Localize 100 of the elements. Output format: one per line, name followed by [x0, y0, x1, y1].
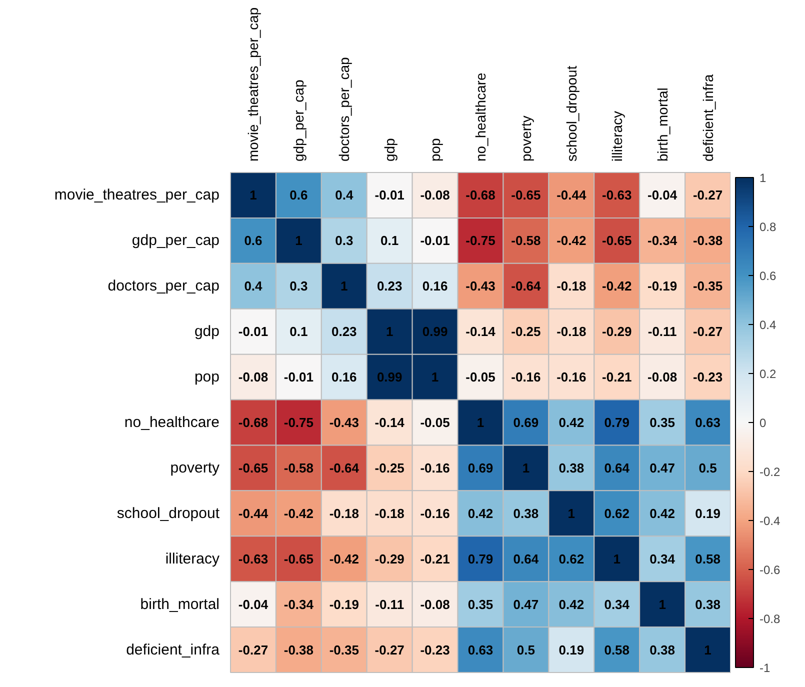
- data-label: -0.01: [284, 370, 314, 385]
- data-label: 0.35: [650, 415, 675, 430]
- data-label: -0.58: [284, 460, 314, 476]
- x-tick-label: poverty: [518, 116, 534, 162]
- data-label: -0.19: [648, 278, 678, 294]
- data-label: 1: [295, 233, 302, 248]
- data-label: 0.47: [650, 460, 675, 476]
- data-label: 0.69: [513, 415, 539, 430]
- data-label: 0.99: [422, 324, 448, 340]
- color-bar-label: -0.6: [760, 563, 781, 577]
- data-label: 0.16: [422, 278, 448, 294]
- color-bar-label: 0.2: [760, 367, 777, 381]
- y-tick-label: gdp_per_cap: [132, 232, 220, 250]
- data-label: 0.99: [376, 370, 402, 385]
- data-label: -0.04: [648, 188, 678, 203]
- data-label: 0.1: [290, 324, 308, 340]
- data-label: -0.63: [602, 188, 632, 203]
- data-label: -0.68: [238, 415, 268, 430]
- data-label: 0.23: [376, 278, 402, 294]
- data-label: -0.43: [329, 415, 359, 430]
- data-label: 0.79: [468, 551, 494, 566]
- data-label: 0.79: [604, 415, 630, 430]
- y-tick-label: birth_mortal: [140, 596, 220, 613]
- data-label: 1: [568, 506, 576, 521]
- x-tick-label: gdp: [382, 138, 398, 162]
- y-tick-label: gdp: [194, 323, 220, 340]
- data-label: -0.27: [692, 188, 723, 203]
- data-label: 0.23: [331, 324, 357, 340]
- color-bar-label: -0.4: [760, 514, 781, 528]
- data-label: -0.65: [602, 233, 632, 248]
- data-label: 0.5: [516, 642, 535, 658]
- data-label: -0.19: [329, 596, 359, 612]
- data-label: 0.42: [558, 415, 584, 430]
- y-tick-label: pop: [194, 368, 220, 386]
- data-label: -0.05: [420, 415, 450, 430]
- y-tick-label: no_healthcare: [124, 414, 220, 431]
- y-tick-label: poverty: [170, 459, 220, 476]
- data-label: -0.11: [648, 324, 677, 340]
- data-label: -0.42: [329, 551, 359, 566]
- color-bar-label: -0.2: [760, 465, 781, 479]
- data-label: 0.58: [695, 551, 720, 566]
- data-label: 0.4: [335, 188, 354, 203]
- data-label: -0.75: [466, 233, 496, 248]
- data-label: -0.14: [374, 415, 406, 430]
- data-label: -0.01: [420, 233, 450, 248]
- data-label: -0.65: [238, 460, 268, 476]
- data-label: 1: [704, 642, 712, 658]
- data-label: 0.47: [513, 596, 539, 612]
- data-label: 0.42: [468, 506, 494, 521]
- x-tick-label: school_dropout: [563, 66, 580, 162]
- data-label: -0.21: [602, 370, 632, 385]
- data-label: -0.23: [692, 370, 723, 385]
- data-label: -0.18: [374, 506, 404, 521]
- data-label: -0.75: [284, 415, 314, 430]
- data-label: -0.65: [511, 188, 541, 203]
- data-label: -0.65: [284, 551, 314, 566]
- data-label: 0.63: [468, 642, 494, 658]
- data-label: -0.63: [238, 551, 268, 566]
- x-tick-label: doctors_per_cap: [336, 56, 352, 162]
- data-label: 0.34: [650, 551, 676, 566]
- color-bar-label: -1: [760, 661, 770, 675]
- data-label: 0.69: [468, 460, 494, 476]
- y-tick-label: movie_theatres_per_cap: [54, 186, 220, 204]
- data-label: -0.23: [420, 642, 450, 658]
- data-label: -0.08: [648, 370, 678, 385]
- data-label: -0.38: [692, 233, 723, 248]
- data-label: -0.42: [284, 506, 314, 521]
- data-label: 0.6: [290, 188, 308, 203]
- data-label: -0.08: [420, 596, 450, 612]
- data-label: -0.21: [420, 551, 450, 566]
- y-tick-label: school_dropout: [116, 504, 220, 522]
- data-label: -0.44: [556, 188, 587, 203]
- data-label: -0.27: [238, 642, 268, 658]
- data-label: 0.16: [331, 370, 357, 385]
- x-tick-label: gdp_per_cap: [290, 80, 307, 162]
- data-label: -0.01: [238, 324, 268, 340]
- data-label: 0.64: [513, 551, 540, 566]
- data-label: -0.16: [511, 370, 541, 385]
- data-label: 0.58: [604, 642, 630, 658]
- color-bar-label: 0.4: [760, 318, 777, 332]
- data-label: 0.19: [558, 642, 584, 658]
- data-label: -0.38: [284, 642, 314, 658]
- data-label: 0.62: [604, 506, 630, 521]
- data-label: -0.16: [420, 506, 450, 521]
- data-label: -0.29: [374, 551, 404, 566]
- data-label: 0.1: [380, 233, 399, 248]
- data-label: 0.62: [558, 551, 584, 566]
- data-label: -0.25: [374, 460, 404, 476]
- data-label: -0.18: [556, 278, 586, 294]
- data-label: -0.35: [329, 642, 359, 658]
- x-tick-label: illiteracy: [608, 110, 625, 162]
- data-label: -0.25: [511, 324, 541, 340]
- data-label: 1: [386, 324, 394, 340]
- data-label: 1: [522, 460, 530, 476]
- data-label: -0.18: [329, 506, 359, 521]
- x-tick-label: deficient_infra: [700, 74, 716, 162]
- data-label: 0.3: [335, 233, 354, 248]
- data-label: -0.05: [466, 370, 496, 385]
- data-label: -0.34: [648, 233, 678, 248]
- y-tick-label: doctors_per_cap: [108, 278, 220, 295]
